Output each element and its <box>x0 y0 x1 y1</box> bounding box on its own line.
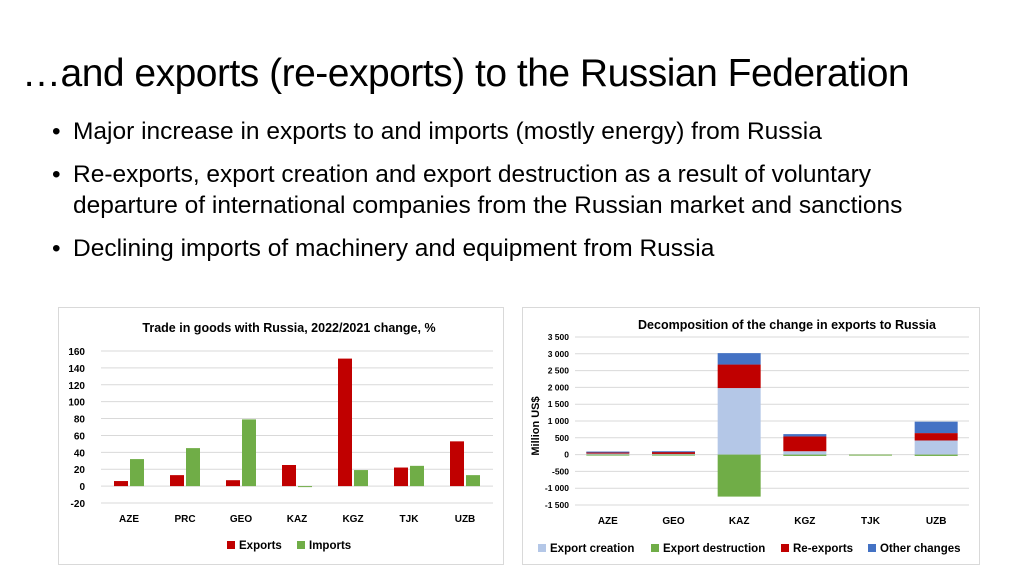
export-decomposition-chart-svg: Decomposition of the change in exports t… <box>530 318 969 555</box>
bar-segment-export-creation <box>783 451 827 455</box>
bar-segment-other-changes <box>914 421 958 434</box>
bar-segment-export-destruction <box>717 454 761 497</box>
bar-segment-re-exports <box>783 436 827 452</box>
x-tick-label: PRC <box>174 514 195 525</box>
bar-exports <box>394 467 408 487</box>
legend-label: Imports <box>309 540 351 552</box>
trade-change-chart: Trade in goods with Russia, 2022/2021 ch… <box>58 307 504 565</box>
y-tick-label: 1 000 <box>548 416 570 426</box>
bar-exports <box>226 480 240 487</box>
bullet-item: • Re-exports, export creation and export … <box>52 159 952 221</box>
y-tick-label: 3 000 <box>548 349 570 359</box>
x-tick-label: KGZ <box>794 516 815 527</box>
y-tick-label: 0 <box>79 482 85 493</box>
y-tick-label: 1 500 <box>548 399 570 409</box>
x-tick-label: AZE <box>598 516 618 527</box>
bar-segment-export-destruction <box>783 454 827 456</box>
bullet-list: • Major increase in exports to and import… <box>52 116 952 276</box>
bar-segment-other-changes <box>652 451 695 453</box>
x-tick-label: GEO <box>662 516 684 527</box>
bullet-item: • Major increase in exports to and import… <box>52 116 952 147</box>
legend-label: Exports <box>239 540 282 552</box>
y-tick-label: -1 000 <box>545 483 569 493</box>
y-tick-label: 3 500 <box>548 332 570 342</box>
legend-swatch <box>868 544 876 552</box>
bar-segment-other-changes <box>586 451 630 453</box>
bar-exports <box>114 481 128 487</box>
y-tick-label: 500 <box>555 433 569 443</box>
bar-imports <box>186 448 200 487</box>
bar-exports <box>170 475 184 487</box>
bullet-text: Declining imports of machinery and equip… <box>73 235 715 262</box>
legend-label: Re-exports <box>793 543 853 555</box>
y-tick-label: 20 <box>74 465 86 476</box>
bar-segment-export-creation <box>914 440 958 455</box>
y-tick-label: -500 <box>552 466 569 476</box>
legend-swatch <box>781 544 789 552</box>
bar-segment-export-creation <box>586 453 630 455</box>
y-axis-label: Million US$ <box>530 396 542 455</box>
bar-segment-other-changes <box>783 434 827 437</box>
legend-swatch <box>297 541 305 549</box>
slide-title: …and exports (re-exports) to the Russian… <box>22 52 910 95</box>
x-tick-label: GEO <box>230 514 252 525</box>
bar-segment-export-destruction <box>652 454 695 456</box>
legend-swatch <box>651 544 659 552</box>
y-tick-label: -1 500 <box>545 500 569 510</box>
y-tick-label: 40 <box>74 448 86 459</box>
bar-segment-export-destruction <box>914 454 958 456</box>
bar-imports <box>242 419 256 487</box>
y-tick-label: -20 <box>71 499 86 510</box>
y-tick-label: 100 <box>68 398 85 409</box>
bar-segment-other-changes <box>717 353 761 365</box>
x-tick-label: UZB <box>926 516 947 527</box>
bar-segment-re-exports <box>914 433 958 441</box>
bullet-dot-icon: • <box>52 235 61 262</box>
y-tick-label: 140 <box>68 364 85 375</box>
bar-segment-export-creation <box>717 388 761 455</box>
bar-segment-re-exports <box>652 451 695 454</box>
export-decomposition-chart: Decomposition of the change in exports t… <box>522 307 980 565</box>
bar-segment-export-destruction <box>849 454 892 456</box>
y-tick-label: 160 <box>68 347 85 358</box>
bar-segment-export-destruction <box>586 454 630 456</box>
legend-label: Other changes <box>880 543 961 555</box>
bar-imports <box>354 470 368 487</box>
y-tick-label: 60 <box>74 431 86 442</box>
y-tick-label: 0 <box>564 450 569 460</box>
bar-segment-re-exports <box>717 364 761 389</box>
bar-imports <box>466 475 480 487</box>
x-tick-label: KAZ <box>729 516 750 527</box>
bar-exports <box>450 441 464 487</box>
bar-segment-re-exports <box>586 451 630 454</box>
bar-segment-export-creation <box>652 453 695 455</box>
bullet-text: Major increase in exports to and imports… <box>73 118 822 145</box>
bar-imports <box>298 486 312 488</box>
chart-title: Trade in goods with Russia, 2022/2021 ch… <box>142 321 435 335</box>
legend-label: Export destruction <box>663 543 765 555</box>
trade-change-chart-svg: Trade in goods with Russia, 2022/2021 ch… <box>68 321 493 552</box>
legend-swatch <box>227 541 235 549</box>
bullet-item: • Declining imports of machinery and equi… <box>52 233 952 264</box>
legend-label: Export creation <box>550 543 634 555</box>
bullet-text: Re-exports, export creation and export d… <box>73 161 903 219</box>
x-tick-label: UZB <box>455 514 476 525</box>
bar-exports <box>338 358 352 487</box>
y-tick-label: 2 500 <box>548 366 570 376</box>
x-tick-label: TJK <box>861 516 881 527</box>
y-tick-label: 120 <box>68 381 85 392</box>
bar-imports <box>130 459 144 487</box>
y-tick-label: 80 <box>74 415 86 426</box>
legend-swatch <box>538 544 546 552</box>
x-tick-label: TJK <box>400 514 420 525</box>
y-tick-label: 2 000 <box>548 382 570 392</box>
bullet-dot-icon: • <box>52 118 61 145</box>
x-tick-label: AZE <box>119 514 139 525</box>
bullet-dot-icon: • <box>52 161 61 188</box>
x-tick-label: KGZ <box>342 514 363 525</box>
bar-imports <box>410 465 424 487</box>
bar-exports <box>282 465 296 487</box>
x-tick-label: KAZ <box>287 514 308 525</box>
chart-title: Decomposition of the change in exports t… <box>638 318 937 332</box>
